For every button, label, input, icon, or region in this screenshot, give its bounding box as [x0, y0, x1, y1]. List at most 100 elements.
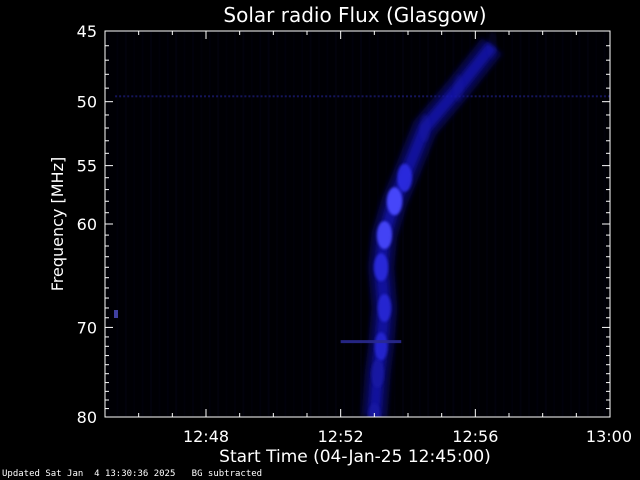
background-stripe [284, 31, 287, 417]
background-stripe [301, 31, 304, 417]
background-stripe [250, 31, 253, 417]
channel-dot [486, 95, 489, 98]
background-stripe [175, 31, 178, 417]
background-stripe [586, 31, 589, 417]
channel-dot [607, 95, 610, 98]
background-stripe [158, 31, 161, 417]
burst-point [419, 113, 431, 142]
burst-point [376, 221, 393, 250]
spot [114, 310, 118, 318]
channel-dot [341, 95, 344, 98]
burst-point [373, 253, 389, 282]
background-stripe [435, 31, 438, 417]
y-axis-ticks: 45 50 55 60 70 80 [77, 22, 610, 427]
channel-dot [373, 95, 376, 98]
x-tick-label: 12:52 [318, 427, 364, 446]
background-stripe [544, 31, 547, 417]
channel-dot [216, 95, 219, 98]
channel-dot [527, 95, 530, 98]
plot-background [105, 31, 610, 417]
channel-dot [599, 95, 602, 98]
channel-dot [333, 95, 336, 98]
background-stripe [217, 31, 220, 417]
channel-dot [256, 95, 259, 98]
channel-dot [292, 95, 295, 98]
y-axis-label: Frequency [MHz] [48, 157, 67, 291]
background-stripe [150, 31, 152, 417]
channel-dot [418, 95, 421, 98]
burst-point [397, 163, 413, 192]
channel-dot [167, 95, 170, 98]
channel-dot [591, 95, 594, 98]
background-stripe [418, 31, 421, 417]
channel-dot [264, 95, 267, 98]
bg-subtracted-note: BG subtracted [191, 469, 263, 479]
channel-dot [159, 95, 162, 98]
channel-dot [175, 95, 178, 98]
channel-dot [571, 95, 574, 98]
channel-dot [567, 95, 570, 98]
channel-dot [272, 95, 275, 98]
background-stripe [452, 31, 455, 417]
channel-dot [519, 95, 522, 98]
channel-dot [123, 95, 126, 98]
channel-dot [337, 95, 340, 98]
background-stripe [267, 31, 270, 417]
channel-dot [119, 95, 122, 98]
background-stripe [124, 31, 127, 417]
channel-dot [228, 95, 231, 98]
burst-point [374, 332, 388, 361]
background-stripe [242, 31, 245, 417]
channel-dot [393, 95, 396, 98]
burst-point [368, 403, 381, 417]
background-stripe [259, 31, 262, 417]
channel-dot [494, 95, 497, 98]
chart-title: Solar radio Flux (Glasgow) [223, 3, 486, 27]
y-tick-label: 45 [77, 22, 97, 41]
background-stripe [570, 31, 572, 417]
background-stripe [318, 31, 320, 417]
background-stripe [460, 31, 463, 417]
channel-dot [482, 95, 485, 98]
channel-dot [385, 95, 388, 98]
channel-dot [171, 95, 174, 98]
background-stripe [519, 31, 522, 417]
x-tick-label: 12:56 [452, 427, 498, 446]
y-tick-label: 70 [77, 318, 97, 337]
x-axis-ticks: 12:48 12:52 12:56 13:00 [138, 31, 632, 446]
channel-dot [422, 95, 425, 98]
background-stripe [494, 31, 497, 417]
burst-point [377, 293, 392, 322]
channel-dot [401, 95, 404, 98]
y-tick-label: 55 [77, 157, 97, 176]
background-stripe [469, 31, 472, 417]
channel-dot [511, 95, 514, 98]
channel-dot [163, 95, 166, 98]
channel-dot [563, 95, 566, 98]
burst-emission [114, 31, 503, 417]
y-tick-label: 50 [77, 93, 97, 112]
burst-point [371, 359, 385, 388]
background-stripe [402, 31, 404, 417]
channel-dot [304, 95, 307, 98]
channel-dot [389, 95, 392, 98]
background-stripe [511, 31, 514, 417]
channel-dot [555, 95, 558, 98]
updated-timestamp: Updated Sat Jan 4 13:30:36 2025 [2, 469, 176, 479]
channel-dot [547, 95, 550, 98]
y-tick-label: 80 [77, 408, 97, 427]
channel-dot [131, 95, 134, 98]
channel-dot [535, 95, 538, 98]
channel-dot [268, 95, 271, 98]
channel-dot [357, 95, 360, 98]
footer-spacer [175, 469, 191, 479]
channel-dot [502, 95, 505, 98]
channel-dot [583, 95, 586, 98]
background-stripe [343, 31, 346, 417]
background-stripe [225, 31, 228, 417]
channel-dot [478, 95, 481, 98]
channel-dot [603, 95, 606, 98]
channel-dot [426, 95, 429, 98]
channel-dot [139, 95, 142, 98]
